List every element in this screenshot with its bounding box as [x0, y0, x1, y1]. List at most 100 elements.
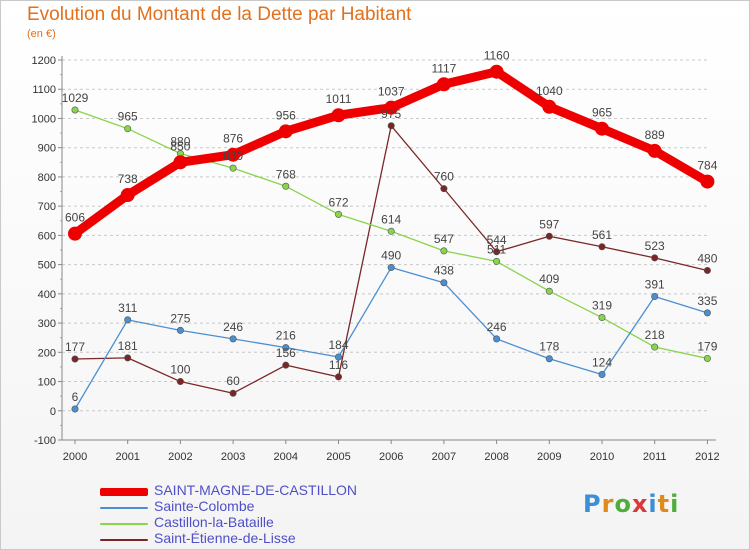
legend-swatch — [100, 507, 148, 509]
data-label: 965 — [118, 110, 138, 124]
data-point — [545, 232, 553, 240]
data-label: 880 — [170, 135, 190, 149]
data-label: 178 — [539, 340, 559, 354]
data-point — [173, 155, 188, 170]
legend-label: SAINT-MAGNE-DE-CASTILLON — [154, 482, 358, 498]
data-point — [120, 188, 135, 203]
data-label: 246 — [487, 320, 507, 334]
data-label: 216 — [276, 329, 296, 343]
data-point — [68, 226, 82, 241]
data-label: 490 — [381, 249, 401, 263]
data-label: 1117 — [431, 61, 456, 75]
series-2 — [71, 264, 711, 413]
legend-label: Saint-Étienne-de-Lisse — [154, 530, 296, 546]
data-point — [651, 343, 659, 351]
data-label: 1037 — [378, 85, 405, 99]
x-tick-label: 2006 — [379, 451, 403, 463]
data-point — [282, 344, 290, 352]
data-label: 606 — [65, 211, 85, 225]
data-point — [124, 316, 132, 324]
data-label: 672 — [328, 195, 348, 209]
data-label: 889 — [645, 128, 665, 142]
data-label: 614 — [381, 212, 401, 226]
data-label: 523 — [645, 239, 665, 253]
data-point — [440, 185, 448, 193]
data-point — [493, 335, 501, 343]
data-label: 784 — [697, 159, 717, 173]
series-4 — [71, 122, 711, 397]
y-tick-label: 500 — [38, 260, 56, 272]
data-point — [647, 143, 662, 158]
data-label: 1160 — [484, 49, 510, 63]
proxiti-logo: Proxiti — [583, 490, 680, 518]
data-point — [542, 99, 557, 114]
data-label: 275 — [170, 311, 190, 325]
x-tick-label: 2007 — [432, 451, 456, 463]
data-point — [489, 64, 504, 79]
data-point — [545, 287, 553, 295]
data-label: 876 — [223, 132, 243, 146]
data-point — [440, 279, 448, 287]
data-point — [387, 264, 395, 272]
data-label: 179 — [697, 339, 717, 353]
data-point — [71, 106, 79, 114]
y-tick-label: 700 — [38, 201, 56, 213]
data-label: 768 — [276, 167, 296, 181]
data-point — [71, 355, 79, 363]
legend-label: Castillon-la-Bataille — [154, 514, 274, 530]
data-label: 738 — [118, 172, 138, 186]
y-tick-label: 200 — [38, 347, 56, 359]
data-point — [545, 355, 553, 363]
x-tick-label: 2008 — [484, 451, 508, 463]
data-point — [384, 100, 399, 115]
x-tick-label: 2012 — [695, 451, 719, 463]
data-point — [124, 125, 132, 133]
data-point — [282, 361, 290, 369]
data-label: 177 — [65, 340, 85, 354]
data-label: 319 — [592, 299, 612, 313]
data-point — [598, 371, 606, 379]
y-tick-label: 400 — [38, 289, 56, 301]
y-tick-label: 900 — [38, 143, 56, 155]
data-label: 246 — [223, 320, 243, 334]
data-label: 547 — [434, 232, 454, 246]
data-label: 850 — [170, 139, 190, 153]
data-point — [493, 257, 501, 265]
data-label: 597 — [539, 217, 559, 231]
data-point — [176, 378, 184, 386]
x-tick-label: 2003 — [221, 451, 245, 463]
y-tick-label: 100 — [38, 377, 56, 389]
x-tick-label: 2001 — [115, 451, 139, 463]
x-tick-label: 2002 — [168, 451, 192, 463]
data-label: 1011 — [326, 92, 352, 106]
data-label: 1040 — [536, 84, 563, 98]
y-tick-label: 1200 — [32, 55, 56, 67]
data-point — [334, 373, 342, 381]
legend-swatch — [100, 488, 148, 496]
data-label: 60 — [226, 374, 240, 388]
x-tick-label: 2005 — [326, 451, 350, 463]
data-label: 181 — [118, 339, 138, 353]
series-line — [74, 266, 709, 410]
data-label: 1029 — [62, 91, 89, 105]
data-point — [595, 121, 609, 136]
data-label: 760 — [434, 170, 454, 184]
data-label: 830 — [223, 149, 243, 163]
data-label: 6 — [72, 390, 79, 404]
data-label: 975 — [381, 107, 401, 121]
data-point — [703, 309, 711, 317]
data-label: 100 — [170, 363, 190, 377]
data-point — [282, 182, 290, 190]
data-point — [387, 122, 395, 130]
data-point — [229, 164, 237, 172]
y-tick-label: 600 — [38, 230, 56, 242]
data-label: 391 — [645, 277, 665, 291]
data-label: 116 — [329, 358, 348, 372]
series-1 — [68, 64, 715, 241]
y-tick-label: 0 — [50, 406, 56, 418]
data-point — [226, 147, 241, 162]
data-point — [493, 248, 501, 256]
data-point — [229, 335, 237, 343]
data-label: 965 — [592, 106, 612, 120]
